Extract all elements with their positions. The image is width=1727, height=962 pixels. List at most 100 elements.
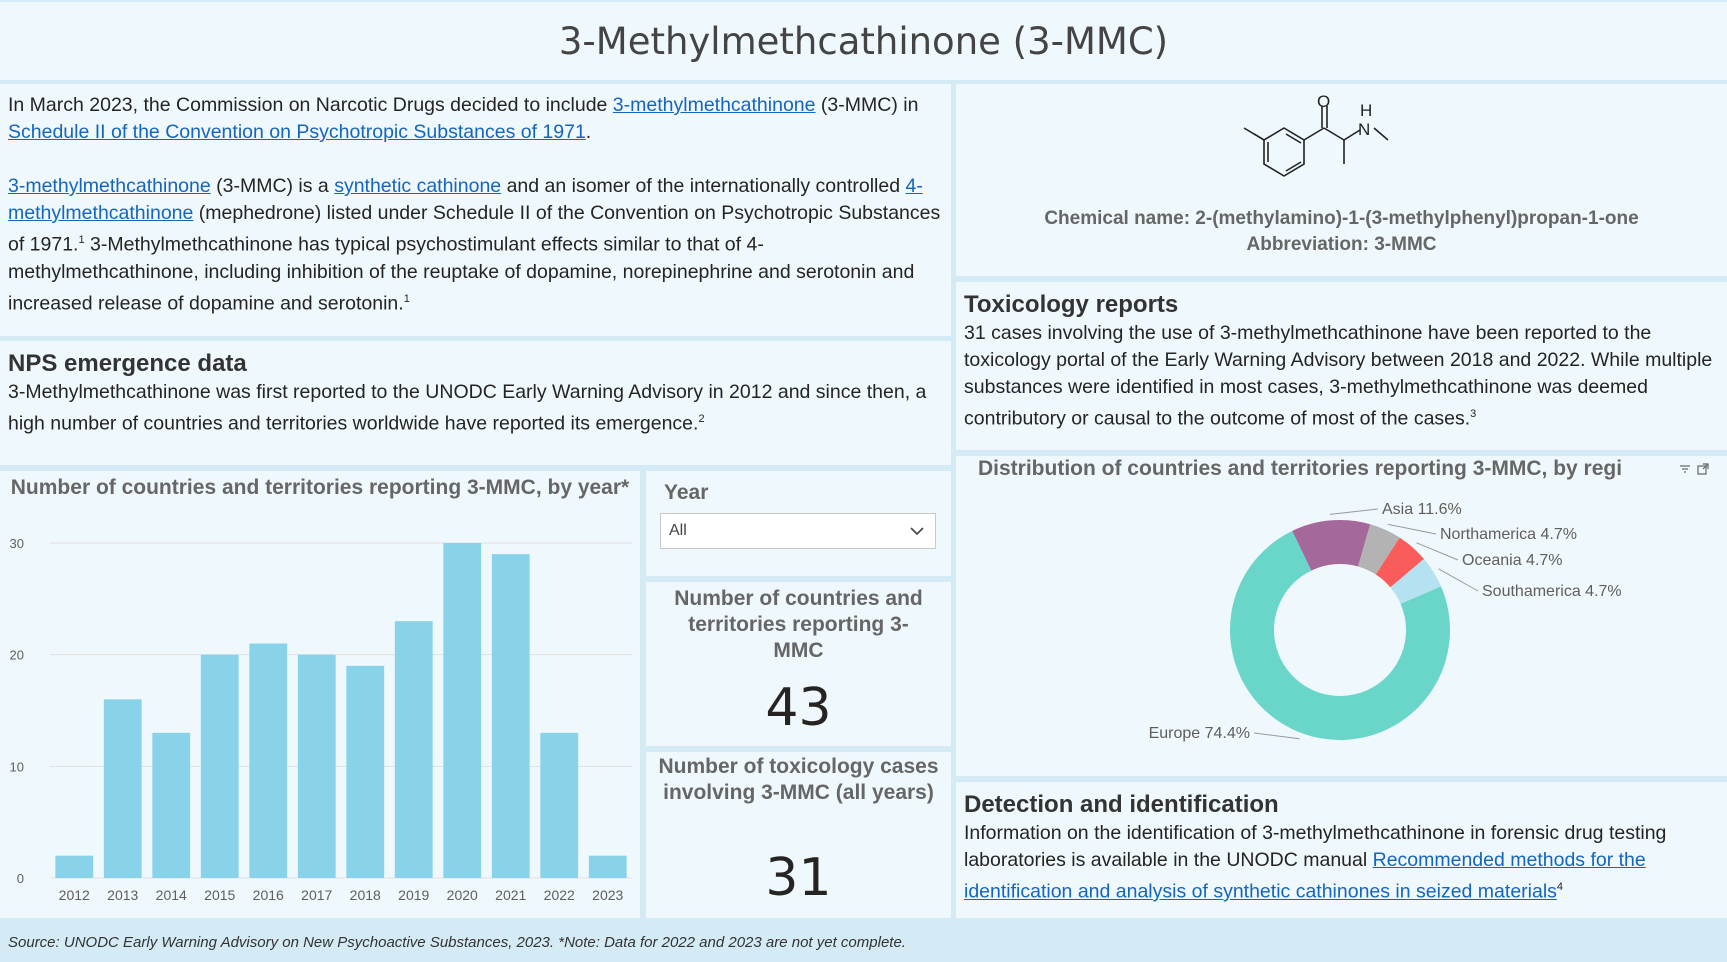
x-tick-label: 2022 <box>544 887 575 903</box>
footnote-ref: 1 <box>403 292 410 305</box>
filter-icon[interactable] <box>1678 462 1692 476</box>
y-tick-label: 10 <box>10 759 24 774</box>
bar-chart-panel: Number of countries and territories repo… <box>0 471 640 918</box>
link-schedule-ii[interactable]: Schedule II of the Convention on Psychot… <box>8 121 586 143</box>
emergence-panel: NPS emergence data 3-Methylmethcathinone… <box>0 341 951 465</box>
year-dropdown[interactable]: All <box>660 513 936 549</box>
y-tick-label: 20 <box>10 648 24 663</box>
footnote-ref: 4 <box>1556 881 1564 893</box>
leader-line <box>1438 568 1479 592</box>
bar <box>491 554 530 878</box>
year-slicer-panel: Year All <box>646 471 951 576</box>
footnote-ref: 3 <box>1470 408 1477 420</box>
donut-slice <box>1292 520 1371 571</box>
footnote-ref: 1 <box>78 234 85 246</box>
atom-label: O <box>1317 92 1330 111</box>
slice-label: Northamerica 4.7% <box>1440 526 1577 543</box>
year-slicer-label: Year <box>664 481 709 504</box>
bar-chart-title: Number of countries and territories repo… <box>10 476 630 499</box>
slice-label: Oceania 4.7% <box>1462 552 1563 569</box>
bar <box>588 855 627 878</box>
x-tick-label: 2015 <box>204 887 235 903</box>
atom-label: N <box>1358 120 1370 139</box>
intro-paragraph-2: 3-methylmethcathinone (3-MMC) is a synth… <box>8 173 943 317</box>
chevron-down-icon <box>910 527 924 536</box>
donut-slice <box>1375 537 1424 588</box>
intro-text: and an isomer of the internationally con… <box>501 175 906 197</box>
toxicology-card: Number of toxicology cases involving 3-M… <box>646 752 951 918</box>
bar <box>55 855 94 878</box>
intro-text: (3-MMC) in <box>815 94 919 116</box>
chemical-abbreviation: Abbreviation: 3-MMC <box>1246 234 1437 255</box>
bar <box>200 654 239 878</box>
source-note: Source: UNODC Early Warning Advisory on … <box>8 934 906 951</box>
x-tick-label: 2018 <box>350 887 381 903</box>
donut-chart-title: Distribution of countries and territorie… <box>978 457 1623 480</box>
page-title: 3-Methylmethcathinone (3-MMC) <box>558 19 1169 63</box>
bar <box>540 732 579 878</box>
toxicology-card-title: Number of toxicology cases involving 3-M… <box>658 755 939 804</box>
detection-panel: Detection and identification Information… <box>956 782 1727 918</box>
page-title-panel: 3-Methylmethcathinone (3-MMC) <box>0 2 1727 80</box>
intro-text: 3-Methylmethcathinone has typical psycho… <box>8 233 915 315</box>
donut-chart: Asia 11.6% Northamerica 4.7% Oceania 4.7% S… <box>1149 501 1622 742</box>
donut-slice <box>1390 558 1441 604</box>
bar <box>346 665 385 878</box>
intro-panel: In March 2023, the Commission on Narcoti… <box>0 84 951 336</box>
toxicology-text: 31 cases involving the use of 3-methylme… <box>964 322 1713 430</box>
link-recommended-methods[interactable]: Recommended methods for the identificati… <box>964 849 1646 903</box>
bar <box>297 654 336 878</box>
x-tick-label: 2012 <box>59 887 90 903</box>
link-3mmc[interactable]: 3-methylmethcathinone <box>612 94 816 116</box>
chemical-panel: O H N Chemical name: 2-(methylamino)-1-(… <box>956 84 1727 276</box>
atom-label: H <box>1360 101 1372 120</box>
bar <box>103 699 142 878</box>
x-tick-label: 2023 <box>592 887 623 903</box>
link-synthetic-cathinone[interactable]: synthetic cathinone <box>334 175 502 197</box>
donut-slice <box>1230 530 1450 740</box>
chemical-name: Chemical name: 2-(methylamino)-1-(3-meth… <box>1044 208 1639 229</box>
leader-line <box>1253 732 1300 740</box>
intro-text: (mephedrone) listed under Schedule II of… <box>8 202 941 256</box>
detection-heading: Detection and identification <box>964 791 1279 818</box>
x-tick-label: 2013 <box>107 887 138 903</box>
footnote-ref: 2 <box>698 413 705 425</box>
emergence-text: 3-Methylmethcathinone was first reported… <box>8 381 927 435</box>
detection-text: Information on the identification of 3-m… <box>964 822 1667 871</box>
x-tick-label: 2016 <box>253 887 284 903</box>
x-tick-label: 2017 <box>301 887 332 903</box>
countries-card-value: 43 <box>765 678 832 738</box>
toxicology-card-value: 31 <box>765 848 832 908</box>
slice-label: Asia 11.6% <box>1382 501 1462 518</box>
intro-paragraph-1: In March 2023, the Commission on Narcoti… <box>8 92 943 146</box>
donut-chart-panel: Distribution of countries and territorie… <box>956 456 1727 776</box>
bar <box>152 732 191 878</box>
focus-mode-icon[interactable] <box>1696 462 1710 476</box>
toxicology-panel: Toxicology reports 31 cases involving th… <box>956 282 1727 450</box>
year-dropdown-value: All <box>669 522 687 539</box>
x-tick-label: 2021 <box>495 887 526 903</box>
x-tick-label: 2020 <box>447 887 478 903</box>
toxicology-heading: Toxicology reports <box>964 291 1179 318</box>
bar-chart: 0 10 20 30 2012 2013 2014 2015 2016 2017 2018 2019 2… <box>10 536 632 903</box>
intro-text: (3-MMC) is a <box>210 175 335 197</box>
intro-text: . <box>585 121 592 143</box>
leader-line <box>1329 508 1379 515</box>
bar <box>249 643 288 878</box>
countries-card: Number of countries and territories repo… <box>646 582 951 746</box>
emergence-heading: NPS emergence data <box>8 350 247 377</box>
bar <box>443 543 482 878</box>
intro-text: In March 2023, the Commission on Narcoti… <box>8 94 613 116</box>
countries-card-title: Number of countries and territories repo… <box>674 587 923 662</box>
x-tick-label: 2019 <box>398 887 429 903</box>
chemical-structure-icon: O H N <box>1243 92 1389 177</box>
leader-line <box>1387 523 1437 535</box>
link-4mmc[interactable]: 4-methylmethcathinone <box>8 175 923 224</box>
slice-label: Europe 74.4% <box>1149 725 1250 742</box>
leader-line <box>1416 542 1459 561</box>
x-tick-label: 2014 <box>156 887 187 903</box>
y-tick-label: 0 <box>17 871 24 886</box>
slice-label: Southamerica 4.7% <box>1482 583 1622 600</box>
donut-slice <box>1358 524 1400 575</box>
link-3mmc-2[interactable]: 3-methylmethcathinone <box>8 175 211 197</box>
